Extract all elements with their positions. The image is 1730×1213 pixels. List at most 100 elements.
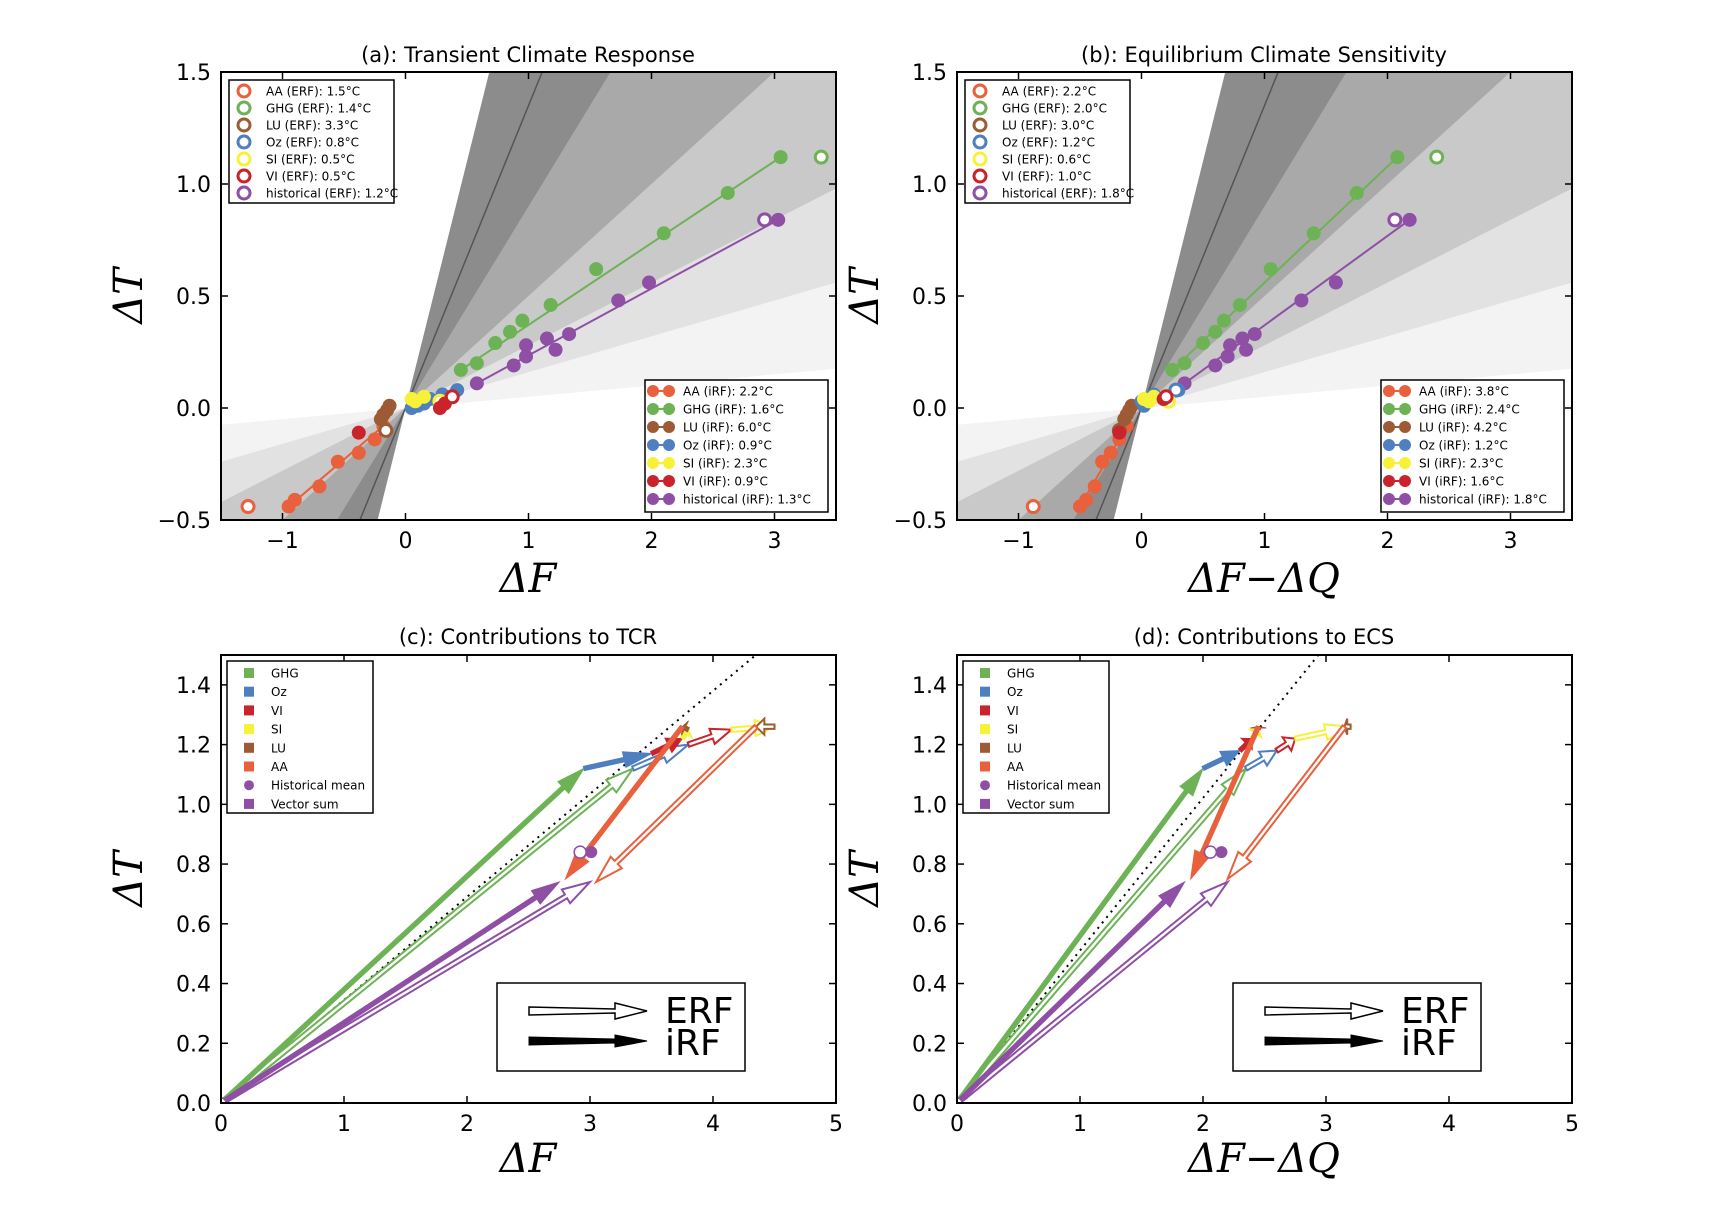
p1-point-GHG (1165, 362, 1180, 377)
p2-irf-arrow-Oz (582, 751, 654, 772)
p0-legend-irf-marker-historical (663, 493, 675, 505)
p1-point-GHG (1306, 226, 1321, 241)
p3-legend-marker-GHG (980, 668, 990, 678)
p2-legend-marker-historical (244, 798, 254, 809)
p2-legend-label: Vector sum (271, 797, 339, 811)
p0-point-historical (771, 212, 786, 227)
panel-d-xlabel: ΔF−ΔQ (1186, 1136, 1340, 1182)
p3-irf-arrow-AA (1189, 725, 1262, 881)
p3-historical-mean-erf (1203, 845, 1218, 859)
p0-legend-erf-marker-AA (236, 83, 252, 99)
p1-point-historical (1402, 212, 1417, 227)
p0-point-GHG (543, 297, 558, 312)
p1-point-GHG (1349, 185, 1364, 200)
p2-irf-arrow-historical (221, 880, 561, 1103)
p0-point-historical (611, 293, 626, 308)
panel-c-ylabel: ΔT (106, 848, 152, 909)
p3-ytick-label: 0.2 (912, 1032, 947, 1057)
p1-point-historical (1239, 342, 1254, 357)
p3-erf-arrow-Oz (1243, 749, 1279, 772)
p1-legend-erf (964, 79, 1131, 204)
p0-legend-irf-label-GHG: GHG (iRF): 1.6°C (683, 403, 784, 417)
p1-point-GHG (1216, 313, 1231, 328)
p1-legend-irf (1380, 379, 1565, 513)
p2-legend-marker-historical-mean (244, 780, 254, 791)
panel-a: (a): Transient Climate Response −1 0 1 2 3 −0… (106, 43, 837, 602)
p0-ytick-label: 0.5 (176, 285, 211, 310)
p1-legend-erf-label-Oz: Oz (ERF): 1.2°C (1002, 136, 1095, 150)
panel-c-axes-frame (220, 654, 837, 1104)
p0-point-GHG (503, 324, 518, 339)
p1-legend-irf-marker-SI (1399, 457, 1411, 469)
p3-inset-key (1232, 982, 1482, 1072)
p1-legend-irf-marker-VI (1399, 475, 1411, 487)
p0-point-AA (367, 432, 382, 447)
p2-ytick-label: 0.6 (176, 913, 211, 938)
p1-xtick-label: 3 (1504, 529, 1518, 554)
p1-point-historical (1223, 338, 1238, 353)
p1-legend-erf-marker-LU (972, 117, 988, 133)
p0-point-GHG (469, 356, 484, 371)
p0-legend-irf (644, 379, 829, 513)
p2-ytick-label: 0.2 (176, 1032, 211, 1057)
p0-legend-erf-marker-VI (236, 168, 252, 184)
p3-irf-arrow-historical (957, 880, 1186, 1103)
p3-erf-arrow-VI (1274, 736, 1297, 754)
p3-ytick-label: 0.0 (912, 1092, 947, 1117)
p0-legend-irf-label-AA: AA (iRF): 2.2°C (683, 385, 773, 399)
p1-legend-erf-marker-VI (972, 168, 988, 184)
p3-erf-arrow-historical (957, 879, 1231, 1103)
p2-xtick-label: 4 (706, 1112, 720, 1137)
p3-inset-label-irf: iRF (1401, 1023, 1457, 1064)
panel-a-xlabel: ΔF (498, 556, 558, 602)
p0-point-historical (539, 331, 554, 346)
p0-central-estimate-line (359, 72, 543, 520)
p2-ytick-label: 1.2 (176, 734, 211, 759)
p1-legend-irf-marker-GHG (1383, 403, 1395, 415)
p1-legend-erf-label-VI: VI (ERF): 1.0°C (1002, 170, 1091, 184)
p1-xtick-label: −1 (1002, 529, 1034, 554)
p0-point-GHG (515, 313, 530, 328)
p0-point-historical (469, 376, 484, 391)
p1-point-GHG (1263, 262, 1278, 277)
p2-inset-irf-arrow (528, 1034, 648, 1048)
p0-ytick-label: 1.5 (176, 61, 211, 86)
panel-d-ylabel: ΔT (842, 848, 888, 909)
p2-historical-mean-irf (585, 846, 598, 859)
p2-ytick-label: 1.0 (176, 793, 211, 818)
p1-xtick-label: 2 (1381, 529, 1395, 554)
p0-point-GHG (720, 185, 735, 200)
p2-inset-label-irf: iRF (665, 1023, 721, 1064)
p3-legend-marker-historical (980, 798, 990, 809)
p1-legend-irf-label-SI: SI (iRF): 2.3°C (1419, 457, 1503, 471)
p0-point-VI (351, 425, 366, 440)
p0-legend-irf-marker-GHG (663, 403, 675, 415)
p1-legend-erf-label-GHG: GHG (ERF): 2.0°C (1002, 102, 1107, 116)
p1-legend-irf-marker-AA (1399, 385, 1411, 397)
p3-xtick-label: 1 (1073, 1112, 1087, 1137)
p2-erf-arrow-GHG (221, 766, 636, 1103)
p0-legend-irf-marker-GHG (647, 403, 659, 415)
p0-legend-irf-marker-LU (647, 421, 659, 433)
p0-legend-irf-marker-VI (663, 475, 675, 487)
p0-point-historical (519, 338, 534, 353)
panel-a-title: (a): Transient Climate Response (361, 43, 695, 67)
p1-point-AA (1079, 492, 1094, 507)
p2-legend-label: LU (271, 741, 286, 755)
p3-inset-erf-arrow (1264, 1002, 1384, 1020)
p2-ytick-label: 0.8 (176, 853, 211, 878)
p0-legend-erf-label-GHG: GHG (ERF): 1.4°C (266, 102, 371, 116)
p0-point-GHG (773, 150, 788, 165)
p1-xtick-label: 1 (1258, 529, 1272, 554)
p2-historical-mean-erf (573, 845, 587, 859)
p0-legend-erf (228, 79, 395, 204)
p2-inset-label-erf: ERF (665, 991, 733, 1032)
p1-legend-irf-marker-LU (1399, 421, 1411, 433)
p0-legend-erf-label-historical: historical (ERF): 1.2°C (266, 187, 398, 201)
p1-legend-erf-marker-GHG (972, 100, 988, 116)
p3-xtick-label: 5 (1565, 1112, 1579, 1137)
p2-legend-label: GHG (271, 667, 299, 681)
p0-legend-irf-marker-Oz (663, 439, 675, 451)
p0-ytick-label: 0.0 (176, 397, 211, 422)
